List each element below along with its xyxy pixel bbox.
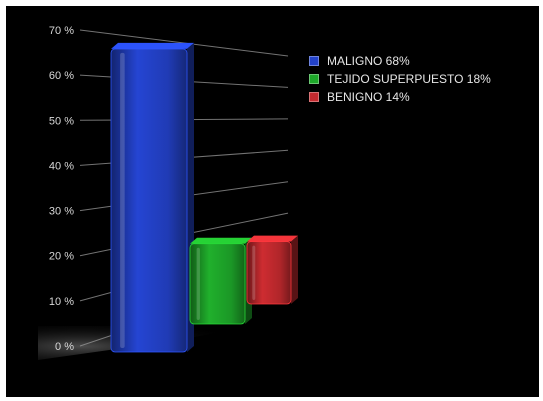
- bar-side-face: [291, 235, 298, 304]
- y-tick-label: 10 %: [49, 296, 74, 308]
- legend-label: BENIGNO 14%: [327, 90, 410, 104]
- legend-label: TEJIDO SUPERPUESTO 18%: [327, 72, 491, 86]
- legend-item-maligno: MALIGNO 68%: [309, 54, 410, 68]
- bar-2: [189, 237, 252, 325]
- legend-item-tejido-superpuesto: TEJIDO SUPERPUESTO 18%: [309, 72, 491, 86]
- bar-top-face: [111, 42, 194, 49]
- y-tick-label: 40 %: [49, 160, 74, 172]
- legend-item-benigno: BENIGNO 14%: [309, 90, 410, 104]
- bar-highlight: [252, 245, 256, 300]
- y-tick-label: 30 %: [49, 206, 74, 218]
- bar-highlight: [196, 247, 200, 320]
- bar-highlight: [120, 52, 125, 349]
- bar-top-face: [190, 237, 252, 244]
- chart-area: 0 % 10 % 20 % 30 % 40 % 50 % 60 % 70 % MALIGNO …: [6, 6, 539, 397]
- y-tick-label: 60 %: [49, 70, 74, 82]
- bar-front-face: [246, 241, 292, 305]
- y-tick-label: 50 %: [49, 115, 74, 127]
- bar-front-face: [189, 243, 246, 325]
- legend-swatch: [309, 56, 319, 66]
- bar-top-face: [247, 235, 298, 242]
- bar-3: [246, 235, 298, 305]
- y-tick-label: 0 %: [55, 341, 74, 353]
- bar-1: [110, 42, 194, 353]
- y-tick-label: 20 %: [49, 251, 74, 263]
- legend-label: MALIGNO 68%: [327, 54, 410, 68]
- legend-swatch: [309, 92, 319, 102]
- legend-swatch: [309, 74, 319, 84]
- bar-chart: 0 % 10 % 20 % 30 % 40 % 50 % 60 % 70 %: [38, 25, 298, 360]
- y-tick-label: 70 %: [49, 25, 74, 37]
- bar-front-face: [110, 48, 188, 353]
